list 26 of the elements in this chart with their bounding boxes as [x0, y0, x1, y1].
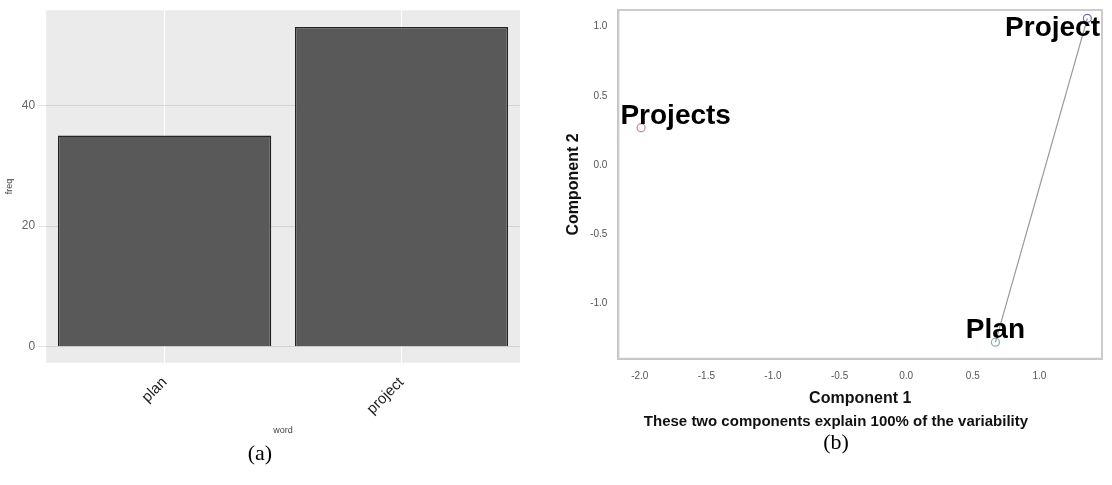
annotation: Plan: [965, 313, 1025, 345]
text: (b): [822, 429, 850, 455]
x-tick-label: -1.0: [764, 369, 783, 381]
y-tick-label: 40: [21, 97, 36, 112]
y-tick-label: 0.0: [593, 158, 608, 170]
y-tick-label: 1.0: [593, 20, 608, 32]
text: (a): [246, 440, 274, 466]
x-tick-label: -1.5: [697, 369, 716, 381]
x-tick-label: 0.0: [899, 369, 914, 381]
point: [990, 337, 1001, 347]
x-tick-label: 0.5: [965, 369, 981, 381]
y-axis-title: Component 2: [564, 133, 582, 236]
text: These two components explain 100% of the variability: [642, 412, 1030, 429]
annotation: Project: [1005, 11, 1101, 42]
y-tick-label: -0.5: [590, 227, 608, 239]
y-tick-label: 20: [21, 218, 36, 233]
x-axis-title: word: [272, 425, 293, 436]
x-tick-label: -0.5: [830, 369, 849, 381]
y-tick-label: 0: [28, 338, 36, 353]
x-axis-title: Component 1: [809, 388, 912, 406]
x-tick-label: 1.0: [1032, 369, 1047, 381]
y-tick-label: -1.0: [590, 297, 608, 309]
y-tick-label: 0.5: [593, 89, 608, 101]
y-axis-title: freq: [3, 178, 14, 195]
annotation: Projects: [620, 98, 731, 130]
x-tick-label: -2.0: [631, 369, 649, 381]
